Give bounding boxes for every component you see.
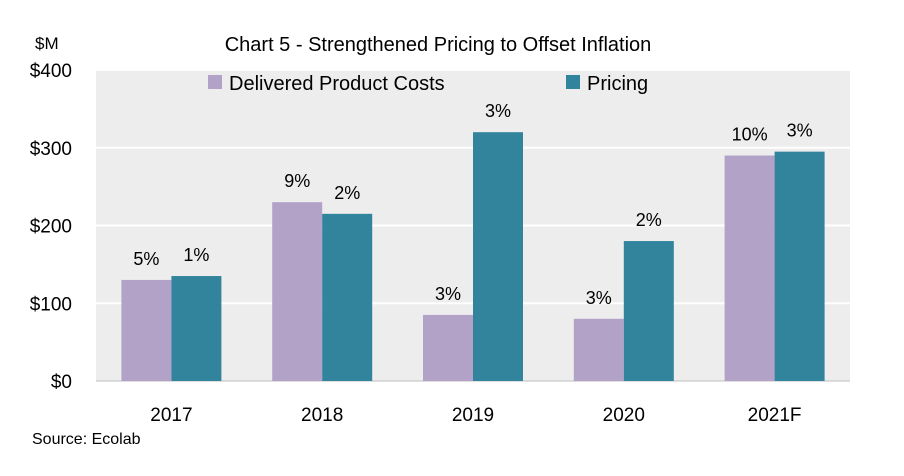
legend-label-pricing: Pricing — [587, 73, 648, 95]
data-label: 3% — [586, 288, 612, 308]
x-tick-label: 2020 — [603, 405, 645, 426]
y-tick-label: $200 — [30, 217, 72, 238]
bar-pricing-2018 — [322, 213, 373, 381]
data-label: 2% — [334, 183, 360, 203]
bar-delivered-product-costs-2021f — [724, 155, 775, 381]
y-tick-label: $400 — [30, 61, 72, 82]
y-axis: $0 $100 $200 $300 $400 — [30, 61, 72, 393]
data-label: 3% — [435, 284, 461, 304]
y-tick-label: $100 — [30, 294, 72, 315]
y-tick-label: $0 — [51, 372, 72, 393]
legend: Delivered Product Costs Pricing — [208, 73, 648, 95]
bar-delivered-product-costs-2019 — [423, 314, 473, 381]
y-axis-unit: $M — [35, 34, 59, 53]
bar-pricing-2020 — [623, 241, 674, 381]
x-tick-label: 2018 — [301, 405, 343, 426]
x-tick-label: 2021F — [748, 405, 802, 426]
data-label: 5% — [133, 249, 159, 269]
data-label: 1% — [183, 245, 209, 265]
legend-swatch-pricing — [566, 75, 580, 89]
x-axis: 2017 2018 2019 2020 2021F — [150, 405, 801, 426]
data-label: 3% — [485, 101, 511, 121]
data-label: 9% — [284, 171, 310, 191]
bar-pricing-2021f — [774, 151, 825, 381]
data-label: 2% — [636, 210, 662, 230]
data-labels: 5% 1% 9% 2% 3% 3% 3% 2% 10% 3% — [133, 101, 812, 308]
source-note: Source: Ecolab — [32, 431, 141, 448]
bar-pricing-2019 — [473, 132, 523, 381]
y-tick-label: $300 — [30, 139, 72, 160]
legend-swatch-delivered-product-costs — [208, 75, 222, 89]
bars — [121, 132, 825, 381]
legend-label-delivered-product-costs: Delivered Product Costs — [229, 73, 445, 95]
bar-delivered-product-costs-2017 — [121, 279, 172, 381]
data-label: 3% — [787, 121, 813, 141]
x-tick-label: 2017 — [150, 405, 192, 426]
x-tick-label: 2019 — [452, 405, 494, 426]
chart-title: Chart 5 - Strengthened Pricing to Offset… — [225, 34, 652, 56]
bar-delivered-product-costs-2018 — [272, 202, 323, 381]
bar-delivered-product-costs-2020 — [573, 318, 624, 381]
bar-pricing-2017 — [171, 276, 222, 381]
data-label: 10% — [732, 125, 768, 145]
